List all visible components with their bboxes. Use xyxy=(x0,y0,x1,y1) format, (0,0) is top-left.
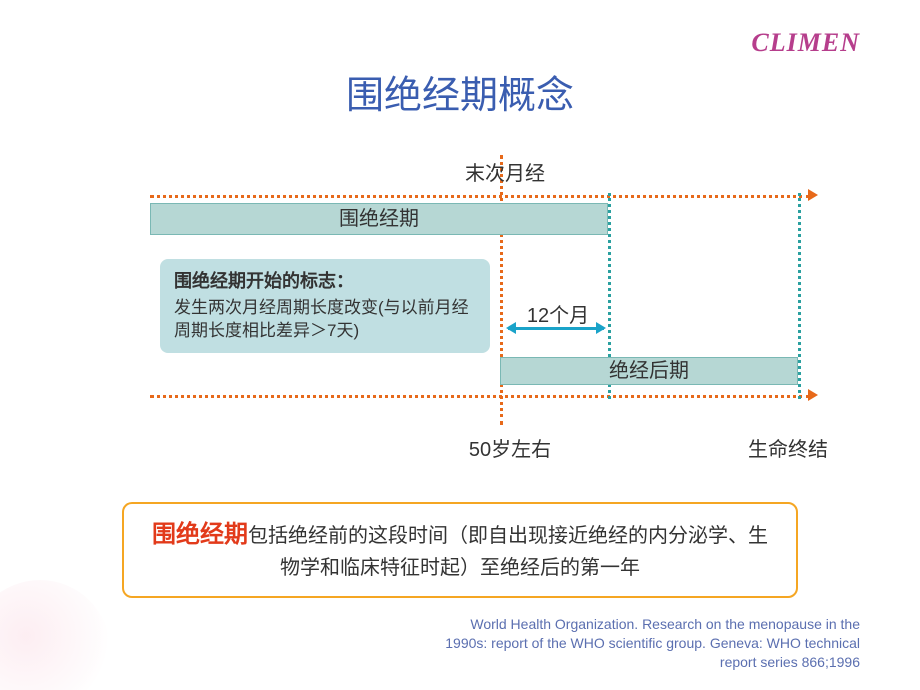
axis-bottom-arrow xyxy=(808,389,818,401)
page-title: 围绝经期概念 xyxy=(0,64,920,119)
axis-bottom xyxy=(150,395,810,398)
decorative-circle xyxy=(0,580,110,690)
label-12-months: 12个月 xyxy=(508,299,608,328)
citation: World Health Organization. Research on t… xyxy=(300,615,860,672)
bar-perimenopause-label: 围绝经期 xyxy=(151,204,607,234)
citation-line2: 1990s: report of the WHO scientific grou… xyxy=(300,634,860,653)
bar-postmenopause: 绝经后期 xyxy=(500,357,798,385)
bar-postmenopause-label: 绝经后期 xyxy=(501,358,797,384)
label-end-of-life: 生命终结 xyxy=(718,433,858,462)
info-box: 围绝经期开始的标志： 发生两次月经周期长度改变(与以前月经周期长度相比差异＞7天… xyxy=(160,259,490,353)
marker-end-of-life xyxy=(798,193,801,399)
definition-text: 包括绝经前的这段时间（即自出现接近绝经的内分泌学、生物学和临床特征时起）至绝经后… xyxy=(248,525,768,579)
bar-perimenopause: 围绝经期 xyxy=(150,203,608,235)
label-age-50: 50岁左右 xyxy=(430,433,590,462)
info-box-text: 发生两次月经周期长度改变(与以前月经周期长度相比差异＞7天) xyxy=(174,297,476,343)
info-box-title: 围绝经期开始的标志： xyxy=(174,267,476,293)
axis-top-arrow xyxy=(808,189,818,201)
timeline-diagram: 末次月经 50岁左右 生命终结 围绝经期 绝经后期 12个月 围绝经期开始的标志… xyxy=(130,155,810,465)
label-last-period: 末次月经 xyxy=(435,157,575,186)
citation-line1: World Health Organization. Research on t… xyxy=(300,615,860,634)
definition-callout: 围绝经期包括绝经前的这段时间（即自出现接近绝经的内分泌学、生物学和临床特征时起）… xyxy=(122,502,798,598)
slide: CLIMEN 围绝经期概念 末次月经 50岁左右 生命终结 围绝经期 绝经后期 … xyxy=(0,0,920,690)
definition-key: 围绝经期 xyxy=(152,521,248,548)
axis-top xyxy=(150,195,810,198)
brand-logo: CLIMEN xyxy=(751,28,860,58)
citation-line3: report series 866;1996 xyxy=(300,653,860,672)
